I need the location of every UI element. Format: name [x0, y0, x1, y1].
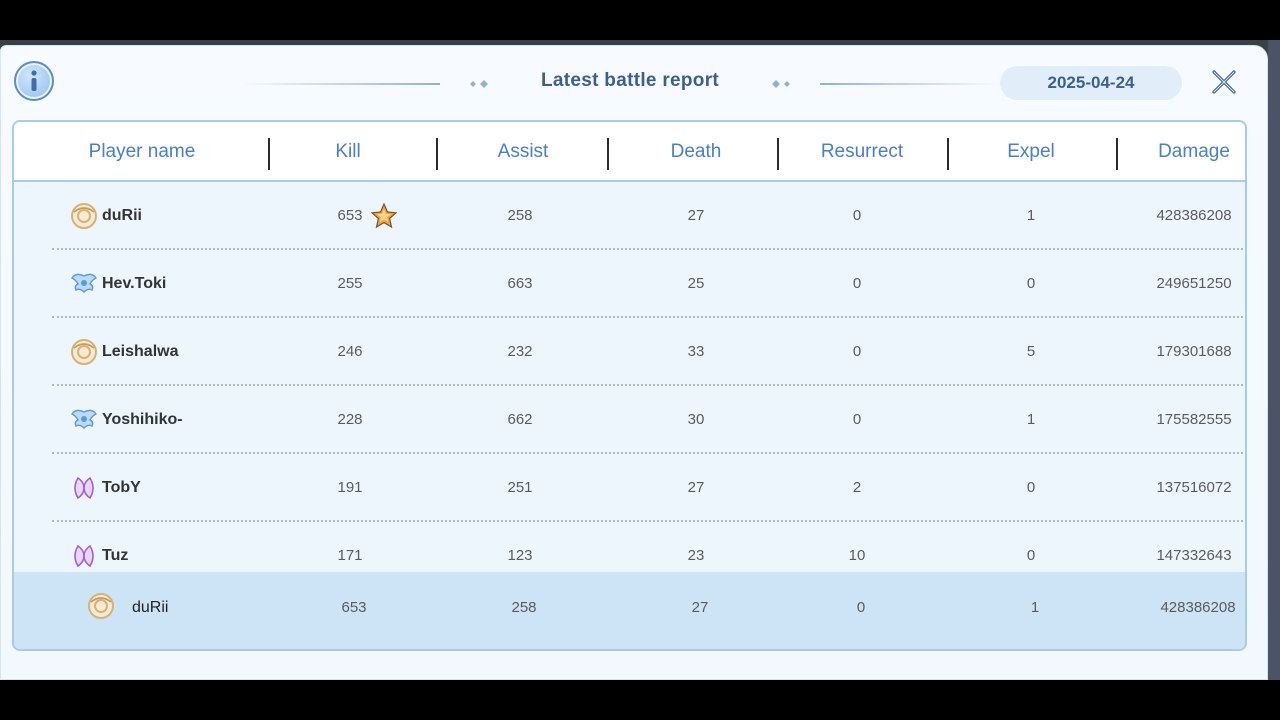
column-separator	[947, 138, 949, 170]
column-header-resurrect[interactable]: Resurrect	[820, 141, 904, 162]
column-header-damage[interactable]: Damage	[1158, 141, 1230, 162]
expel-value: 0	[1026, 275, 1036, 292]
mvp-star-icon	[370, 202, 398, 229]
column-separator	[607, 138, 609, 170]
table-row[interactable]: TobY 191 251 27 2 0 137516072	[14, 454, 1245, 522]
resurrect-value: 0	[852, 275, 862, 292]
column-separator	[1116, 138, 1118, 170]
death-value: 25	[687, 275, 705, 292]
resurrect-value: 2	[852, 479, 862, 496]
info-button[interactable]	[14, 61, 54, 101]
self-kill-value: 653	[341, 599, 367, 616]
damage-value: 137516072	[1156, 479, 1232, 496]
death-value: 33	[687, 343, 705, 360]
resurrect-value: 0	[852, 411, 862, 428]
death-value: 23	[687, 547, 705, 564]
column-header-player-name[interactable]: Player name	[88, 141, 196, 162]
death-value: 27	[687, 479, 705, 496]
expel-value: 1	[1026, 411, 1036, 428]
row-divider	[52, 384, 1245, 386]
self-expel-value: 1	[1030, 599, 1040, 616]
self-assist-value: 258	[511, 599, 537, 616]
damage-value: 428386208	[1156, 207, 1232, 224]
battle-report-table: Player name Kill Assist Death Resurrect …	[12, 120, 1247, 651]
table-row[interactable]: duRii 653 258 27 0 1 428386208	[14, 182, 1245, 250]
title-ornament-line-left	[240, 83, 440, 85]
assist-value: 663	[507, 275, 533, 292]
kill-value: 255	[337, 275, 363, 292]
row-divider	[52, 452, 1245, 454]
assist-value: 662	[507, 411, 533, 428]
info-icon	[31, 70, 37, 91]
table-row[interactable]: Yoshihiko- 228 662 30 0 1 175582555	[14, 386, 1245, 454]
table-row[interactable]: Tuz 171 123 23 10 0 147332643	[14, 522, 1245, 572]
player-name: Hev.Toki	[102, 275, 167, 292]
page-title: Latest battle report	[540, 70, 720, 91]
damage-value: 249651250	[1156, 275, 1232, 292]
moon-ornament-right-icon	[772, 75, 816, 93]
blue-wings-emblem-icon	[70, 409, 98, 429]
gold-emblem-icon	[88, 593, 114, 619]
close-icon[interactable]	[1208, 66, 1240, 98]
expel-value: 1	[1026, 207, 1036, 224]
kill-value: 191	[337, 479, 363, 496]
blue-wings-emblem-icon	[70, 273, 98, 293]
self-player-name: duRii	[132, 599, 169, 616]
background-scene-edge	[1268, 40, 1280, 680]
purple-emblem-icon	[74, 544, 94, 568]
death-value: 30	[687, 411, 705, 428]
self-resurrect-value: 0	[856, 599, 866, 616]
table-header: Player name Kill Assist Death Resurrect …	[14, 122, 1245, 182]
column-header-death[interactable]: Death	[670, 141, 722, 162]
player-name: TobY	[102, 479, 141, 496]
expel-value: 0	[1026, 479, 1036, 496]
kill-value: 228	[337, 411, 363, 428]
damage-value: 147332643	[1156, 547, 1232, 564]
row-divider	[52, 520, 1245, 522]
moon-ornament-left-icon	[444, 75, 488, 93]
assist-value: 251	[507, 479, 533, 496]
column-header-expel[interactable]: Expel	[1007, 141, 1055, 162]
player-name: Leishalwa	[102, 343, 179, 360]
damage-value: 179301688	[1156, 343, 1232, 360]
gold-emblem-icon	[71, 203, 97, 229]
row-divider	[52, 248, 1245, 250]
player-list[interactable]: duRii 653 258 27 0 1 428386208 Hev.Toki …	[14, 182, 1245, 572]
column-separator	[436, 138, 438, 170]
table-row[interactable]: Hev.Toki 255 663 25 0 0 249651250	[14, 250, 1245, 318]
assist-value: 232	[507, 343, 533, 360]
column-separator	[268, 138, 270, 170]
column-header-kill[interactable]: Kill	[335, 141, 361, 162]
death-value: 27	[687, 207, 705, 224]
assist-value: 258	[507, 207, 533, 224]
self-stats-row: duRii 653 258 27 0 1 428386208	[14, 572, 1245, 649]
player-name: duRii	[102, 207, 142, 224]
kill-value: 171	[337, 547, 363, 564]
letterbox-bar	[0, 680, 1280, 720]
purple-emblem-icon	[74, 476, 94, 500]
column-separator	[777, 138, 779, 170]
gold-emblem-icon	[71, 339, 97, 365]
kill-value: 653	[337, 207, 363, 224]
row-divider	[52, 316, 1245, 318]
self-death-value: 27	[691, 599, 709, 616]
table-row[interactable]: Leishalwa 246 232 33 0 5 179301688	[14, 318, 1245, 386]
resurrect-value: 10	[848, 547, 866, 564]
column-header-assist[interactable]: Assist	[497, 141, 549, 162]
kill-value: 246	[337, 343, 363, 360]
resurrect-value: 0	[852, 207, 862, 224]
self-damage-value: 428386208	[1160, 599, 1236, 616]
damage-value: 175582555	[1156, 411, 1232, 428]
assist-value: 123	[507, 547, 533, 564]
player-name: Tuz	[102, 547, 129, 564]
resurrect-value: 0	[852, 343, 862, 360]
title-ornament-line-right	[820, 83, 1000, 85]
player-name: Yoshihiko-	[102, 411, 183, 428]
date-selector[interactable]: 2025-04-24	[1000, 66, 1182, 100]
expel-value: 0	[1026, 547, 1036, 564]
expel-value: 5	[1026, 343, 1036, 360]
